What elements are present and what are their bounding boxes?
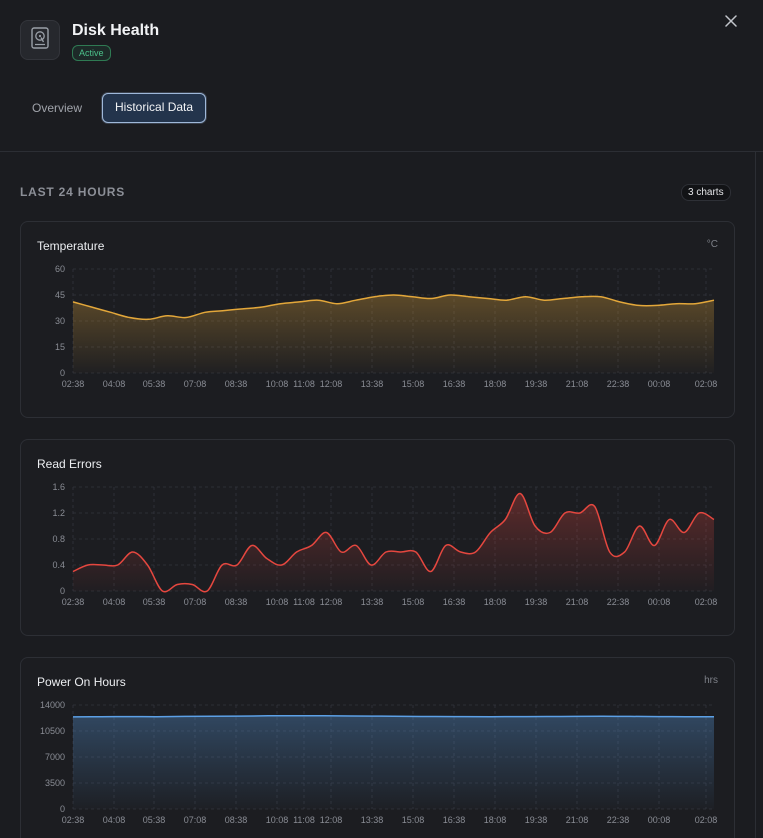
y-tick-label: 0 [60, 368, 65, 378]
x-tick-label: 10:08 [266, 597, 289, 607]
y-tick-label: 3500 [45, 778, 65, 788]
chart-title: Temperature [37, 239, 105, 253]
x-tick-label: 16:38 [443, 815, 466, 825]
x-tick-label: 02:38 [62, 379, 85, 389]
drawer-header: Disk Health Active Overview Historical D… [0, 0, 763, 152]
series-line [72, 714, 714, 718]
x-tick-label: 18:08 [484, 815, 507, 825]
series-area [73, 294, 714, 373]
y-tick-label: 10500 [40, 726, 65, 736]
y-tick-label: 0.8 [52, 534, 65, 544]
x-tick-label: 00:08 [648, 379, 671, 389]
x-tick-label: 13:38 [361, 597, 384, 607]
hard-drive-icon [30, 26, 50, 54]
series-line [72, 294, 715, 321]
x-tick-label: 02:08 [695, 597, 718, 607]
disk-tile [20, 20, 60, 60]
power-on-hours-chart-card: Power On Hours hrs 14000 10500 7000 3500 0 02… [20, 657, 735, 838]
read-errors-chart: 1.6 1.2 0.8 0.4 002:38 04:08 05:38 07:08 08:38 10… [52, 482, 718, 607]
x-tick-label: 21:08 [566, 597, 589, 607]
y-tick-label: 0 [60, 804, 65, 814]
series-area [73, 493, 714, 592]
chart-unit: hrs [704, 675, 718, 686]
x-tick-label: 22:38 [607, 379, 630, 389]
x-tick-label: 05:38 [143, 597, 166, 607]
chart-title: Power On Hours [37, 675, 126, 689]
x-tick-label: 08:38 [225, 379, 248, 389]
status-badge: Active [72, 45, 111, 61]
x-tick-label: 07:08 [184, 815, 207, 825]
x-tick-label: 11:08 [293, 815, 315, 825]
x-tick-label: 10:08 [266, 815, 289, 825]
y-tick-label: 45 [55, 290, 65, 300]
x-tick-label: 00:08 [648, 815, 671, 825]
x-tick-label: 08:38 [225, 815, 248, 825]
y-tick-label: 1.2 [52, 508, 65, 518]
y-tick-label: 0 [60, 586, 65, 596]
x-tick-label: 22:38 [607, 597, 630, 607]
x-tick-label: 19:38 [525, 379, 548, 389]
y-tick-label: 1.6 [52, 482, 65, 492]
tab-bar: Overview Historical Data [20, 93, 207, 123]
tab-historical-data[interactable]: Historical Data [102, 93, 207, 123]
x-tick-label: 13:38 [361, 815, 384, 825]
x-tick-label: 18:08 [484, 379, 507, 389]
series-line [72, 492, 715, 593]
section-label: LAST 24 HOURS [20, 185, 126, 199]
y-tick-label: 7000 [45, 752, 65, 762]
x-tick-label: 08:38 [225, 597, 248, 607]
x-tick-label: 00:08 [648, 597, 671, 607]
x-tick-label: 22:38 [607, 815, 630, 825]
x-tick-label: 02:38 [62, 815, 85, 825]
y-tick-label: 14000 [40, 700, 65, 710]
x-tick-label: 02:38 [62, 597, 85, 607]
x-tick-label: 19:38 [525, 597, 548, 607]
page-title: Disk Health [72, 22, 160, 39]
x-tick-label: 05:38 [143, 815, 166, 825]
scroll-divider [755, 152, 756, 838]
x-tick-label: 02:08 [695, 379, 718, 389]
y-tick-label: 30 [55, 316, 65, 326]
series-area [73, 715, 714, 809]
x-tick-label: 12:08 [320, 379, 343, 389]
x-tick-label: 02:08 [695, 815, 718, 825]
x-tick-label: 04:08 [103, 815, 126, 825]
y-tick-label: 15 [55, 342, 65, 352]
power-on-hours-chart: 14000 10500 7000 3500 002:38 04:08 05:38 07:08 0… [40, 700, 718, 825]
x-tick-label: 16:38 [443, 597, 466, 607]
x-tick-label: 07:08 [184, 597, 207, 607]
chart-title: Read Errors [37, 457, 102, 471]
close-icon[interactable] [725, 14, 737, 32]
x-tick-label: 12:08 [320, 597, 343, 607]
chart-unit: °C [706, 239, 718, 250]
x-tick-label: 15:08 [402, 379, 425, 389]
chart-count-badge: 3 charts [681, 184, 731, 201]
close-button[interactable] [722, 14, 740, 32]
x-tick-label: 05:38 [143, 379, 166, 389]
x-tick-label: 13:38 [361, 379, 384, 389]
x-tick-label: 21:08 [566, 379, 589, 389]
x-tick-label: 15:08 [402, 597, 425, 607]
x-tick-label: 16:38 [443, 379, 466, 389]
x-tick-label: 04:08 [103, 379, 126, 389]
x-tick-label: 04:08 [103, 597, 126, 607]
y-tick-label: 0.4 [52, 560, 65, 570]
temperature-chart-card: Temperature °C 60 45 30 15 0 02:38 04:08 05:38 0… [20, 221, 735, 418]
y-tick-label: 60 [55, 264, 65, 274]
x-tick-label: 19:38 [525, 815, 548, 825]
x-tick-label: 11:08 [293, 379, 315, 389]
x-tick-label: 15:08 [402, 815, 425, 825]
read-errors-chart-card: Read Errors 1.6 1.2 0.8 0.4 0 02:38 04:08 05:38… [20, 439, 735, 636]
temperature-chart: 60 45 30 15 002:38 04:08 05:38 07:08 08:38 10:08 1… [55, 264, 718, 389]
x-tick-label: 12:08 [320, 815, 343, 825]
x-tick-label: 07:08 [184, 379, 207, 389]
x-tick-label: 18:08 [484, 597, 507, 607]
x-tick-label: 10:08 [266, 379, 289, 389]
x-tick-label: 21:08 [566, 815, 589, 825]
tab-overview[interactable]: Overview [32, 101, 83, 115]
x-tick-label: 11:08 [293, 597, 315, 607]
